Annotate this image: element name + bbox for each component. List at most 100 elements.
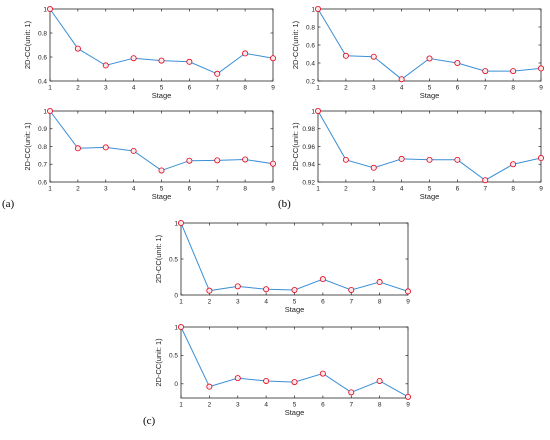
x-tick-label: 4	[264, 402, 268, 409]
y-axis-label: 2D-CC(unit: 1)	[154, 234, 163, 283]
x-tick-label: 6	[456, 85, 460, 92]
y-tick-label: 0.7	[38, 162, 47, 169]
x-tick-label: 9	[406, 299, 410, 306]
data-point	[398, 155, 405, 162]
x-tick-label: 3	[236, 402, 240, 409]
plot-frame	[317, 110, 542, 183]
data-point	[314, 108, 321, 115]
data-point	[482, 68, 489, 75]
y-axis-label: 2D-CC(unit: 1)	[291, 122, 300, 171]
data-point	[234, 283, 241, 290]
y-tick-label: 0.98	[302, 126, 315, 133]
x-tick-label: 6	[188, 186, 192, 193]
data-point	[74, 45, 81, 52]
data-point	[158, 167, 165, 174]
data-point	[263, 286, 270, 293]
x-axis-label: Stage	[285, 408, 305, 417]
data-point	[376, 377, 383, 384]
x-tick-label: 4	[132, 186, 136, 193]
data-point	[404, 393, 411, 400]
y-tick-label: 0.5	[169, 353, 178, 360]
y-axis-label: 2D-CC(unit: 1)	[291, 20, 300, 69]
x-tick-label: 4	[132, 85, 136, 92]
data-point	[291, 286, 298, 293]
x-tick-label: 6	[321, 402, 325, 409]
data-point	[47, 108, 54, 115]
data-point	[206, 287, 213, 294]
x-tick-label: 5	[160, 186, 164, 193]
x-tick-label: 7	[349, 299, 353, 306]
data-point	[130, 147, 137, 154]
x-tick-label: 8	[243, 85, 247, 92]
data-point	[234, 375, 241, 382]
series-line	[180, 326, 409, 398]
data-point	[47, 6, 54, 12]
x-tick-label: 2	[344, 85, 348, 92]
x-tick-label: 3	[372, 85, 376, 92]
data-point	[482, 177, 489, 184]
data-point	[370, 164, 377, 171]
y-tick-label: 0.4	[38, 78, 47, 85]
series-line	[317, 110, 542, 181]
data-point	[376, 279, 383, 286]
data-point	[242, 50, 249, 57]
x-tick-label: 3	[104, 186, 108, 193]
x-tick-label: 7	[483, 85, 487, 92]
data-point	[291, 379, 298, 386]
data-point	[74, 145, 81, 152]
data-point	[510, 161, 517, 168]
data-point	[348, 286, 355, 293]
series-line	[180, 222, 409, 292]
x-tick-label: 2	[208, 299, 212, 306]
y-tick-label: 1	[311, 108, 315, 115]
x-tick-label: 6	[321, 299, 325, 306]
data-point	[158, 57, 165, 64]
y-tick-label: 0.6	[38, 179, 47, 186]
x-tick-label: 8	[378, 402, 382, 409]
y-tick-label: 0.4	[306, 60, 315, 67]
series-line	[49, 8, 274, 75]
chart-1: 1 2 3 4 5 6 7 8 9 0.4 0.6 0.8 1 Stage 2D-CC(unit: 1)	[23, 6, 276, 100]
x-tick-label: 8	[511, 186, 515, 193]
y-tick-label: 0.2	[306, 78, 315, 85]
plot-frame	[180, 222, 409, 296]
y-tick-label: 1	[43, 6, 47, 13]
data-point	[454, 60, 461, 67]
y-tick-label: 1	[43, 108, 47, 115]
data-point	[269, 55, 276, 62]
data-point	[538, 155, 545, 162]
x-tick-label: 9	[271, 186, 275, 193]
data-point	[398, 76, 405, 83]
x-tick-label: 9	[539, 186, 543, 193]
x-tick-label: 1	[316, 186, 320, 193]
x-tick-label: 1	[48, 85, 52, 92]
y-tick-label: 0	[174, 381, 178, 388]
series-line	[49, 110, 274, 172]
x-tick-label: 5	[160, 85, 164, 92]
data-point	[426, 55, 433, 62]
x-tick-label: 2	[76, 85, 80, 92]
x-tick-label: 5	[293, 299, 297, 306]
y-tick-label: 0.94	[302, 162, 315, 169]
x-axis-label: Stage	[420, 192, 440, 201]
y-tick-label: 0	[174, 292, 178, 299]
x-tick-label: 6	[188, 85, 192, 92]
x-tick-label: 1	[316, 85, 320, 92]
x-tick-label: 4	[264, 299, 268, 306]
x-tick-label: 8	[511, 85, 515, 92]
data-point	[348, 389, 355, 396]
x-tick-label: 2	[344, 186, 348, 193]
panel-label-c: (c)	[143, 415, 156, 427]
data-point	[319, 276, 326, 283]
data-point	[454, 156, 461, 163]
chart-4: 1 2 3 4 5 6 7 8 9 0.92 0.94 0.96 0.98 1 Stage 2D-CC(uni…	[291, 108, 545, 201]
data-point	[342, 52, 349, 59]
y-tick-label: 0.6	[38, 54, 47, 61]
plot-frame	[317, 8, 542, 82]
data-point	[370, 53, 377, 60]
y-axis-label: 2D-CC(unit: 1)	[23, 20, 32, 69]
x-tick-label: 8	[378, 299, 382, 306]
x-tick-label: 5	[428, 186, 432, 193]
y-tick-label: 0.8	[306, 24, 315, 31]
